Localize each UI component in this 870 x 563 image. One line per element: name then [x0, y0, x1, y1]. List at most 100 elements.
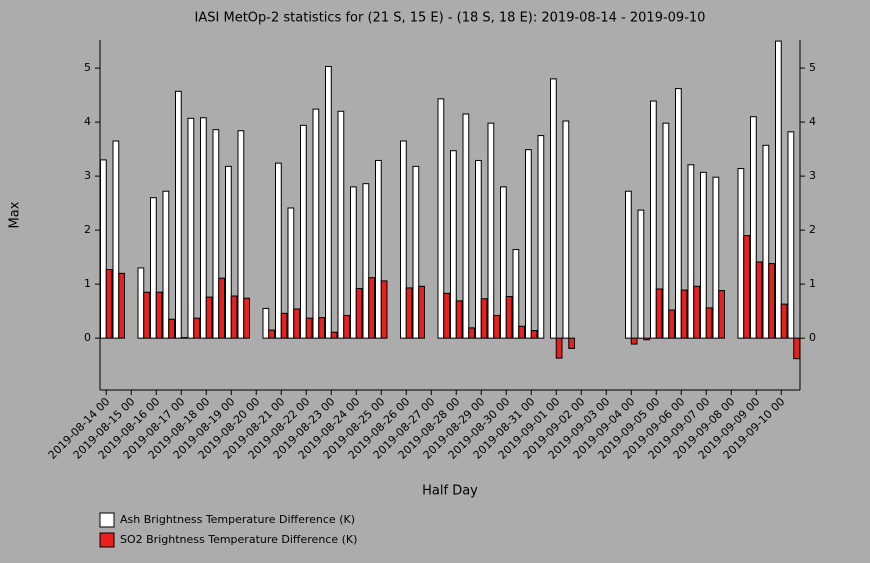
bar	[455, 300, 463, 339]
y-tick-label: 5	[84, 61, 91, 74]
bar	[755, 261, 763, 339]
bar	[150, 197, 157, 339]
bar	[568, 337, 575, 349]
bar	[787, 131, 795, 339]
bar	[175, 90, 182, 339]
y2-tick-label: 1	[809, 277, 816, 290]
bar	[562, 120, 570, 339]
bar	[655, 288, 663, 339]
bar	[337, 110, 345, 339]
bar	[287, 207, 295, 339]
bar	[775, 40, 782, 339]
bar	[262, 307, 270, 339]
bar	[518, 325, 525, 339]
bar	[205, 296, 213, 339]
bar	[468, 327, 475, 339]
bar	[100, 159, 107, 339]
bar	[368, 277, 375, 339]
bar	[718, 290, 725, 339]
bar	[118, 272, 125, 339]
bar	[143, 291, 150, 339]
bar	[193, 317, 200, 339]
y-axis-label: Max	[8, 201, 23, 228]
bar	[305, 317, 313, 339]
bar	[462, 113, 470, 339]
bar	[630, 337, 638, 345]
bar	[312, 108, 320, 339]
bar	[187, 117, 195, 339]
bar	[530, 330, 538, 339]
bar	[293, 308, 300, 339]
bar	[362, 183, 370, 339]
bar	[480, 298, 488, 339]
bar	[668, 309, 675, 339]
legend-label: SO2 Brightness Temperature Difference (K…	[120, 533, 357, 546]
bar	[200, 117, 207, 339]
bar	[712, 176, 720, 339]
bar	[780, 303, 788, 339]
bar	[180, 337, 188, 339]
y2-tick-label: 5	[809, 61, 816, 74]
bar	[350, 186, 357, 339]
bar	[355, 287, 363, 339]
y-tick-label: 4	[84, 115, 91, 128]
bar	[418, 285, 425, 339]
bar	[450, 150, 457, 339]
bar	[230, 295, 238, 339]
bar	[750, 116, 757, 339]
bar	[343, 314, 350, 339]
bar	[268, 329, 275, 339]
bar	[405, 287, 413, 339]
bar	[162, 190, 170, 339]
bar	[380, 280, 388, 339]
bar	[662, 122, 670, 339]
x-axis-label: Half Day	[422, 484, 478, 499]
y2-tick-label: 0	[809, 331, 816, 344]
bar	[112, 140, 120, 339]
bar	[512, 249, 520, 339]
bar	[687, 164, 695, 339]
bar	[680, 289, 688, 339]
bar	[737, 168, 745, 339]
bar	[705, 307, 713, 339]
bar	[168, 318, 175, 339]
bar	[225, 165, 232, 339]
bar	[375, 159, 382, 339]
bar	[275, 162, 282, 339]
bar	[625, 190, 632, 339]
bar	[318, 317, 325, 339]
bar	[643, 337, 650, 341]
bar	[762, 144, 770, 339]
bar	[675, 88, 682, 339]
bar	[693, 285, 700, 339]
legend-swatch	[99, 532, 115, 548]
bar	[237, 130, 245, 339]
y-tick-label: 0	[84, 331, 91, 344]
y2-tick-label: 3	[809, 169, 816, 182]
y-tick-label: 2	[84, 223, 91, 236]
bar	[700, 171, 707, 339]
bar	[412, 165, 420, 339]
bar	[437, 98, 445, 339]
bar	[793, 337, 800, 360]
bar	[243, 297, 250, 339]
bar	[650, 100, 657, 339]
bar	[550, 78, 557, 339]
bar	[443, 292, 450, 339]
legend-label: Ash Brightness Temperature Difference (K…	[120, 513, 355, 526]
bar	[105, 269, 113, 339]
bar	[155, 291, 163, 339]
bar	[500, 186, 507, 339]
bar	[137, 267, 145, 339]
bar	[475, 159, 482, 339]
bar	[487, 122, 495, 339]
y-tick-label: 3	[84, 169, 91, 182]
bar	[493, 314, 500, 339]
y2-tick-label: 4	[809, 115, 816, 128]
bar	[743, 235, 750, 339]
y2-tick-label: 2	[809, 223, 816, 236]
chart-title: IASI MetOp-2 statistics for (21 S, 15 E)…	[195, 11, 706, 26]
bar	[330, 331, 338, 339]
